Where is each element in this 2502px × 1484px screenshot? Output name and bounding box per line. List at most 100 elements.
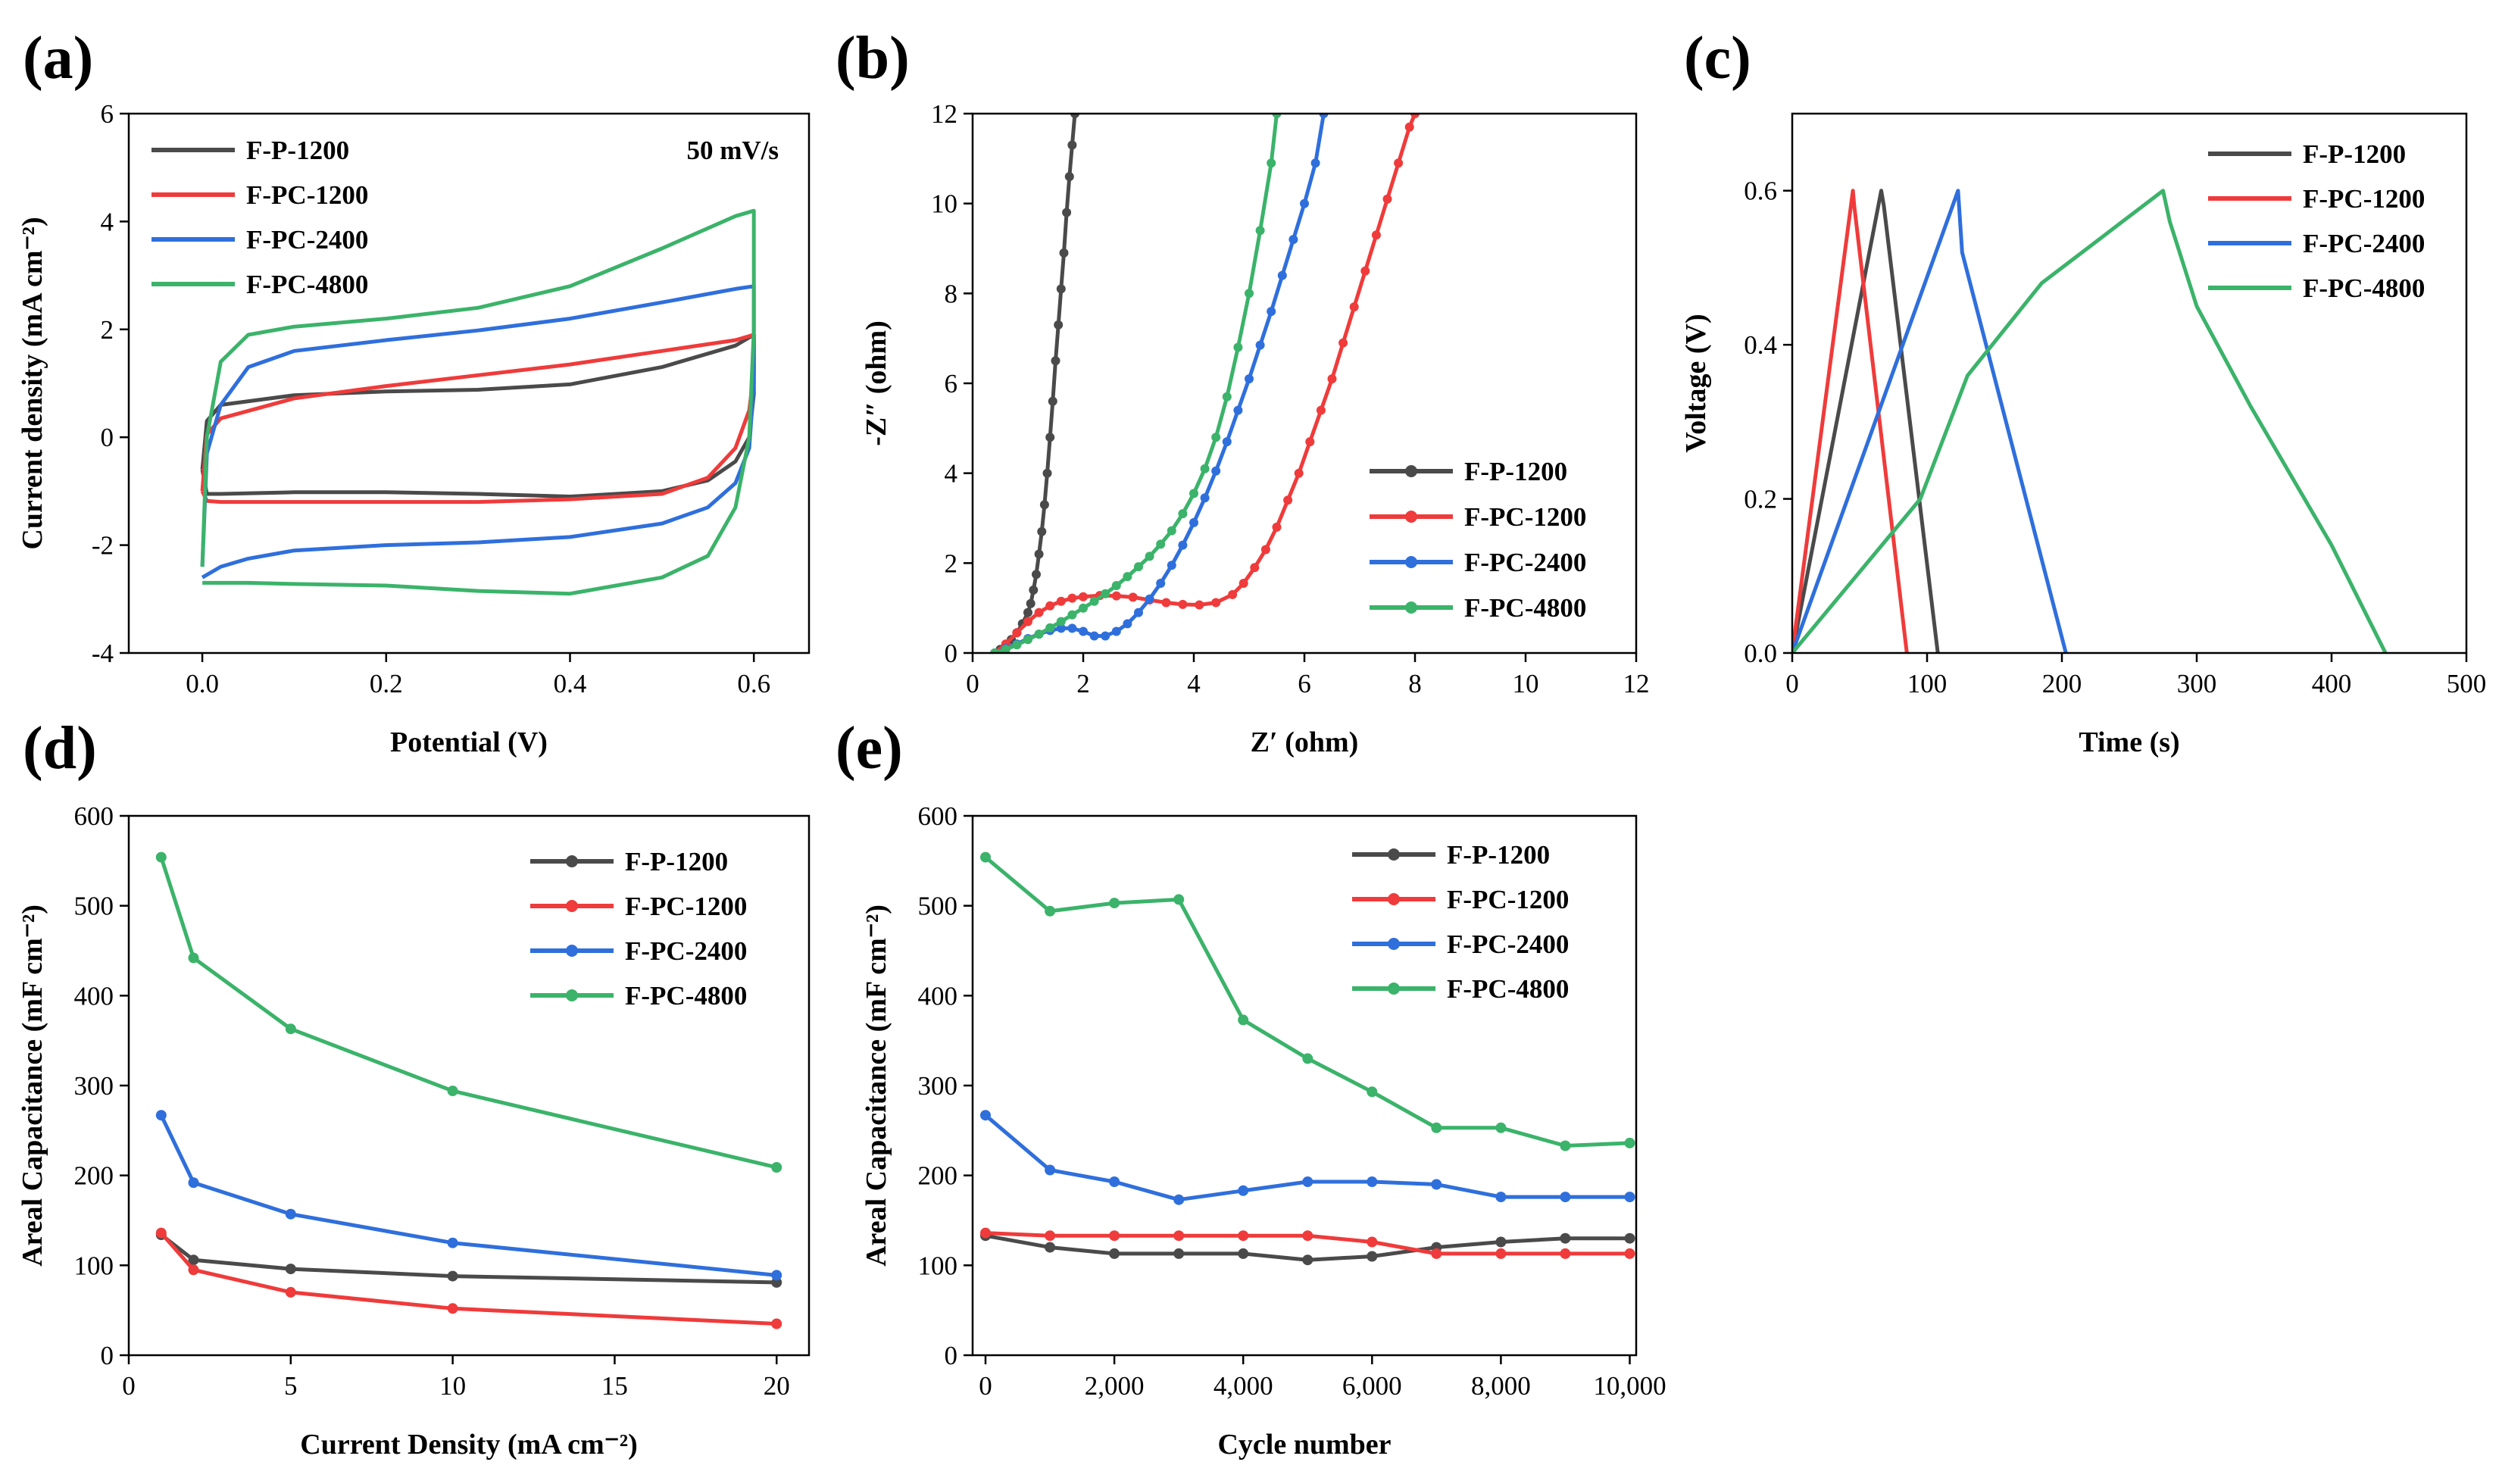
- data-point: [1410, 114, 1420, 118]
- data-point: [1109, 898, 1120, 909]
- y-tick-label: 12: [931, 99, 957, 129]
- data-point: [1302, 1230, 1313, 1242]
- series-line-f-pc-2400: [1792, 189, 2068, 653]
- legend-label: F-PC-4800: [1464, 593, 1586, 623]
- series-f-pc-1200: [155, 1227, 782, 1329]
- data-point: [990, 648, 1000, 653]
- x-tick-label: 500: [2447, 669, 2487, 698]
- data-point: [1079, 603, 1088, 613]
- y-tick-label: 0.4: [1744, 330, 1777, 360]
- data-point: [1067, 623, 1077, 633]
- data-point: [1173, 894, 1185, 905]
- data-point: [1272, 522, 1282, 532]
- data-point: [980, 1110, 991, 1121]
- series-f-p-1200: [1792, 189, 1940, 653]
- data-point: [1128, 592, 1138, 602]
- data-point: [1222, 392, 1232, 401]
- x-tick-label: 15: [601, 1371, 628, 1401]
- data-point: [1367, 1086, 1378, 1098]
- data-point: [1012, 628, 1022, 638]
- series-line-f-pc-4800: [1792, 189, 2388, 653]
- series-f-pc-4800: [1792, 189, 2388, 653]
- series-f-pc-1200: [1792, 189, 1909, 653]
- legend-marker: [566, 945, 578, 957]
- x-tick-label: 400: [2312, 669, 2352, 698]
- legend-item-f-pc-1200: F-PC-1200: [2208, 184, 2425, 214]
- panel-c: 0 100 200 300 400 500 0.0 0.2 0.4 0.6 Time (s) Volt…: [1680, 25, 2486, 758]
- data-point: [1048, 396, 1057, 406]
- series-f-pc-2400: [155, 1110, 782, 1281]
- data-point: [1034, 608, 1044, 617]
- x-tick-label: 8: [1408, 669, 1422, 698]
- data-point: [285, 1286, 296, 1298]
- x-tick-label: 20: [764, 1371, 790, 1401]
- data-point: [1123, 572, 1132, 582]
- data-point: [1305, 437, 1315, 447]
- data-point: [1367, 1251, 1378, 1262]
- data-point: [1023, 635, 1032, 645]
- series-f-pc-2400: [980, 1110, 1635, 1205]
- y-tick-label: 500: [74, 892, 114, 921]
- data-point: [1051, 356, 1060, 366]
- y-tick-label: 0.2: [1744, 485, 1777, 514]
- legend-marker: [1388, 983, 1400, 995]
- y-tick-label: 0: [945, 639, 958, 668]
- data-point: [1134, 562, 1143, 572]
- legend-label: F-PC-4800: [1447, 974, 1569, 1004]
- data-point: [1054, 320, 1064, 330]
- legend-item-f-pc-2400: F-PC-2400: [530, 936, 747, 966]
- data-point: [1173, 1194, 1185, 1205]
- data-point: [1560, 1140, 1571, 1151]
- series-f-pc-2400: [990, 114, 1329, 653]
- data-point: [1056, 596, 1066, 606]
- data-point: [1283, 495, 1293, 505]
- legend-label: F-PC-1200: [246, 180, 368, 210]
- data-point: [1079, 592, 1088, 601]
- data-point: [1238, 1230, 1249, 1242]
- series-line-f-pc-1200: [200, 333, 756, 505]
- y-tick-label: 400: [74, 981, 114, 1011]
- data-point: [1431, 1122, 1442, 1133]
- legend-label: F-PC-2400: [1464, 548, 1586, 577]
- data-point: [1211, 433, 1221, 442]
- data-point: [1560, 1192, 1571, 1203]
- series-f-pc-4800: [980, 851, 1635, 1151]
- data-point: [1624, 1233, 1635, 1244]
- x-tick-label: 10: [439, 1371, 466, 1401]
- data-point: [1255, 340, 1265, 350]
- data-point: [447, 1086, 458, 1097]
- series-line-f-pc-2400: [994, 114, 1326, 653]
- data-point: [1367, 1176, 1378, 1187]
- x-tick-label: 0: [979, 1371, 992, 1401]
- data-point: [1023, 617, 1032, 626]
- legend: F-P-1200 F-PC-1200 F-PC-2400 F-PC-4800: [1370, 457, 1586, 623]
- legend-item-f-p-1200: F-P-1200: [1352, 840, 1550, 870]
- legend-marker: [1405, 465, 1417, 477]
- data-point: [1089, 631, 1099, 641]
- x-tick-label: 4: [1187, 669, 1201, 698]
- data-point: [1167, 526, 1176, 536]
- y-tick-label: 0.6: [1744, 177, 1777, 206]
- y-axis-label: Voltage (V): [1680, 314, 1712, 452]
- data-point: [980, 1227, 991, 1239]
- data-point: [1624, 1192, 1635, 1203]
- data-point: [1245, 289, 1254, 298]
- data-point: [1039, 500, 1049, 510]
- x-tick-label: 4,000: [1214, 1371, 1273, 1401]
- y-tick-label: -2: [92, 531, 114, 561]
- data-point: [1109, 1230, 1120, 1242]
- y-tick-label: 10: [931, 189, 957, 219]
- legend-marker: [1405, 511, 1417, 523]
- data-point: [1062, 208, 1072, 217]
- legend-item-f-p-1200: F-P-1200: [530, 847, 728, 876]
- annotation-scan-rate: 50 mV/s: [686, 136, 779, 165]
- data-point: [1032, 570, 1041, 580]
- plot-frame: [127, 112, 811, 655]
- data-point: [1189, 517, 1198, 527]
- data-point: [1156, 539, 1166, 549]
- data-point: [1211, 466, 1221, 476]
- y-tick-label: 200: [918, 1161, 958, 1191]
- data-point: [1023, 608, 1032, 617]
- series-f-pc-4800: [990, 114, 1282, 653]
- series-f-p-1200: [155, 1229, 782, 1288]
